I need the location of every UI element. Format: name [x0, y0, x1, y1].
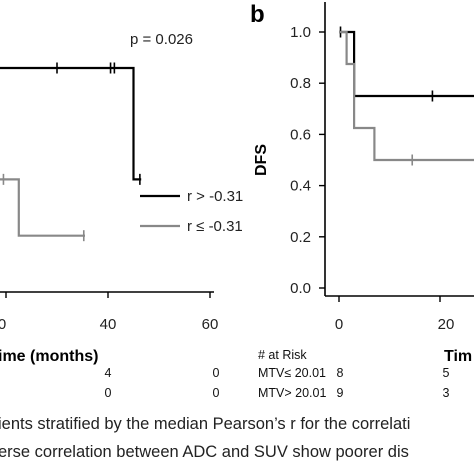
- panel-b-y-tick-label: 0.2: [290, 229, 311, 246]
- panel-b-y-axis-label: DFS: [253, 144, 270, 176]
- risk-table-header: # at Risk: [258, 348, 307, 362]
- panel-b-x-tick-label: 20: [438, 316, 455, 333]
- panel-a-legend: r > -0.31 r ≤ -0.31: [140, 188, 243, 235]
- panel-a-x-tick-label: 40: [100, 316, 117, 333]
- risk-value: 8: [337, 366, 344, 380]
- legend-label: r ≤ -0.31: [187, 218, 243, 235]
- panel-a-x-tick-label: 0: [0, 316, 6, 333]
- km-curve-series-1: [0, 66, 142, 181]
- risk-value: 0: [213, 386, 220, 400]
- panel-b-curves: [339, 26, 474, 166]
- km-curve-series-2: [339, 30, 474, 162]
- panel-b-y-tick-label: 0.4: [290, 178, 311, 195]
- p-value-annotation: p = 0.026: [130, 31, 193, 48]
- panel-a-curves: [0, 62, 142, 242]
- legend-label: r > -0.31: [187, 188, 243, 205]
- panel-b-x-axis-label: Tim: [444, 348, 472, 365]
- panel-a-x-axis-label: ime (months): [0, 348, 98, 365]
- caption-line: ients stratified by the median Pearson’s…: [0, 415, 410, 433]
- risk-row-label: MTV≤ 20.01: [258, 366, 326, 380]
- km-curve-series-2: [0, 178, 85, 237]
- risk-row-label: MTV> 20.01: [258, 386, 326, 400]
- panel-a-x-tick-label: 60: [202, 316, 219, 333]
- caption-line: erse correlation between ADC and SUV sho…: [0, 443, 409, 461]
- km-curve-series-1: [339, 30, 474, 98]
- panel-b-letter: b: [250, 1, 265, 28]
- panel-b-y-tick-label: 0.6: [290, 126, 311, 143]
- risk-value: 3: [443, 386, 450, 400]
- panel-b: b 1.0 0.8 0.6 0.4 0.2 0.0 0 20 Tim DFS # at R…: [250, 1, 474, 400]
- panel-b-y-tick-label: 0.8: [290, 75, 311, 92]
- risk-value: 9: [337, 386, 344, 400]
- panel-b-y-tick-label: 1.0: [290, 24, 311, 41]
- risk-value: 4: [105, 366, 112, 380]
- panel-a: 0 40 60 ime (months) p = 0.026 r > -0.31…: [0, 31, 243, 400]
- panel-b-y-ticks: 1.0 0.8 0.6 0.4 0.2 0.0: [290, 24, 325, 297]
- risk-value: 5: [443, 366, 450, 380]
- risk-value: 0: [213, 366, 220, 380]
- risk-value: 0: [105, 386, 112, 400]
- panel-b-x-tick-label: 0: [335, 316, 343, 333]
- panel-b-y-tick-label: 0.0: [290, 280, 311, 297]
